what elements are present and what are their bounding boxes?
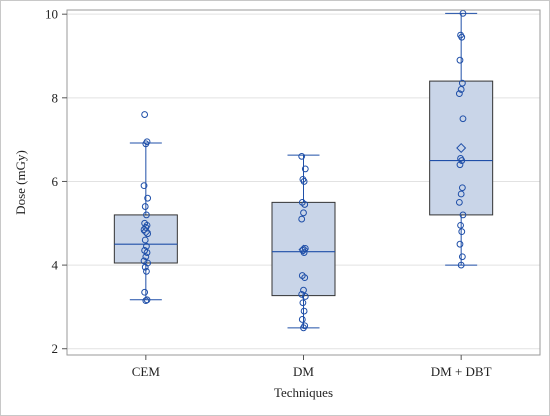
y-tick-label: 6 [52,174,59,189]
data-point [141,236,149,244]
data-point [457,155,464,162]
data-point [301,322,309,330]
data-point [301,244,309,252]
data-point [298,272,306,279]
data-point [144,194,152,202]
data-point [299,299,307,307]
y-axis-ticks: 2 4 6 8 10 [45,7,67,356]
data-point [142,253,150,261]
data-point [456,240,464,248]
data-point [298,198,306,206]
y-tick-label: 2 [52,341,59,356]
data-point [141,203,149,210]
x-tick-label: DM [293,364,314,379]
data-point [457,221,464,229]
data-point [459,211,467,219]
data-point [300,286,307,294]
data-point [141,111,149,118]
data-point [455,90,463,98]
data-point [144,230,152,238]
x-tick-label: CEM [132,364,161,379]
data-point [140,182,148,190]
box-dm-dbt [429,12,494,266]
y-tick-label: 4 [52,258,59,273]
data-point [458,79,466,87]
data-point [457,261,465,269]
data-point [458,184,466,192]
data-point [143,242,150,250]
x-axis-label: Techniques [274,385,333,400]
data-point [298,215,306,223]
mean-marker [456,142,467,154]
data-point [143,138,151,146]
x-tick-label: DM + DBT [431,364,492,379]
data-point [458,228,466,236]
data-point [455,198,463,206]
data-point [459,115,467,123]
data-point [144,259,152,267]
data-point [141,219,149,227]
iqr-box [429,80,494,216]
mean-marker [140,226,151,237]
data-point [456,56,464,64]
iqr-box [113,214,178,264]
x-axis-ticks: CEM DM DM + DBT [132,355,492,379]
data-point [143,267,150,275]
data-point [298,152,306,160]
data-point [298,316,306,323]
y-tick-label: 10 [45,7,58,22]
data-point [143,296,151,304]
data-point [142,297,150,305]
data-point [458,253,466,261]
data-point [301,293,309,300]
y-tick-label: 8 [52,90,59,105]
data-point [456,161,464,169]
box-cem [113,142,178,301]
y-axis-label: Dose (mGy) [13,150,28,215]
data-point [141,288,149,296]
data-point [300,307,308,315]
data-point [298,290,306,298]
data-point [141,247,149,254]
data-point [299,175,307,183]
data-point [301,165,309,173]
data-point [457,190,465,198]
data-point [457,86,465,93]
data-points [140,9,467,332]
data-point [457,31,464,39]
data-point [140,257,148,265]
data-point [300,209,307,217]
mean-marker [298,244,309,255]
data-point [143,211,150,219]
